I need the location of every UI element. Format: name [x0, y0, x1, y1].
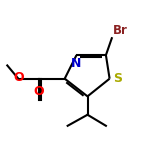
Text: O: O [14, 71, 24, 84]
Text: Br: Br [113, 24, 128, 37]
Text: N: N [71, 57, 82, 70]
Text: S: S [113, 72, 122, 85]
Text: O: O [34, 85, 44, 98]
